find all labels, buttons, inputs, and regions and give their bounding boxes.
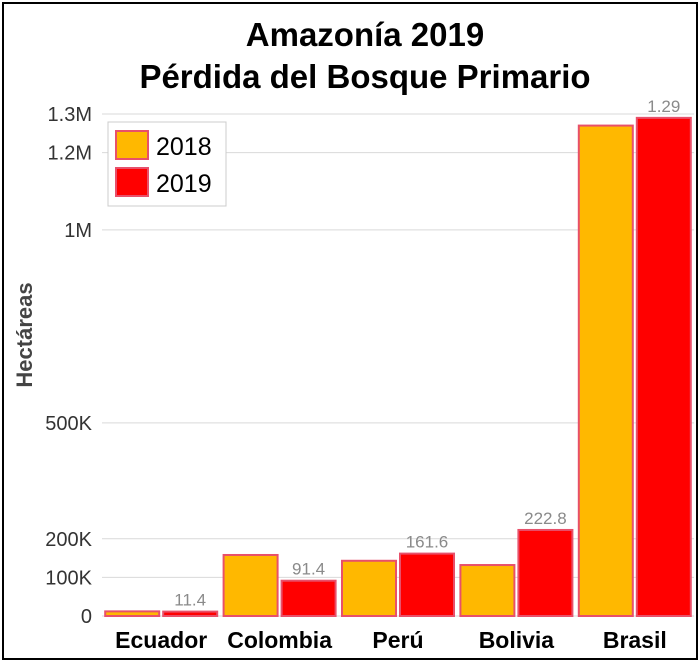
y-tick-label: 1.2M [48,143,92,165]
bar-2018 [104,610,161,617]
data-label: 161.6 [406,533,449,552]
y-tick-label: 1M [64,220,92,242]
bar-2019 [162,610,219,617]
legend-label: 2018 [156,133,212,161]
data-label: 222.8 [524,509,567,528]
legend-label: 2019 [156,170,212,198]
x-tick-label: Perú [372,627,423,653]
y-tick-label: 100K [45,567,92,589]
y-tick-label: 1.3M [48,104,92,126]
x-tick-label: Brasil [603,627,667,653]
y-axis-label: Hectáreas [12,282,37,387]
bar-2018 [222,553,279,617]
bar-chart: Amazonía 2019 Pérdida del Bosque Primario… [12,16,694,653]
bar-2019 [517,528,574,617]
chart-title-line: Amazonía 2019 [246,16,484,53]
x-tick-label: Ecuador [115,627,207,653]
x-tick-label: Colombia [227,627,332,653]
bar-2018 [577,124,634,617]
bar-2019 [280,579,337,618]
data-label: 11.4 [174,591,206,610]
bar-2018 [341,559,397,618]
data-label: 91.4 [292,560,325,579]
y-tick-label: 500K [45,413,92,435]
bar-2019 [399,552,455,617]
chart-title-line: Pérdida del Bosque Primario [139,58,590,95]
bar-2018 [459,564,516,618]
y-tick-label: 0 [81,606,92,628]
bar-2019 [635,116,692,617]
legend-swatch-2019 [115,167,149,197]
legend-swatch-2018 [115,130,149,160]
x-tick-label: Bolivia [479,627,555,653]
data-label: 1.29 [647,97,680,116]
y-tick-label: 200K [45,529,92,551]
